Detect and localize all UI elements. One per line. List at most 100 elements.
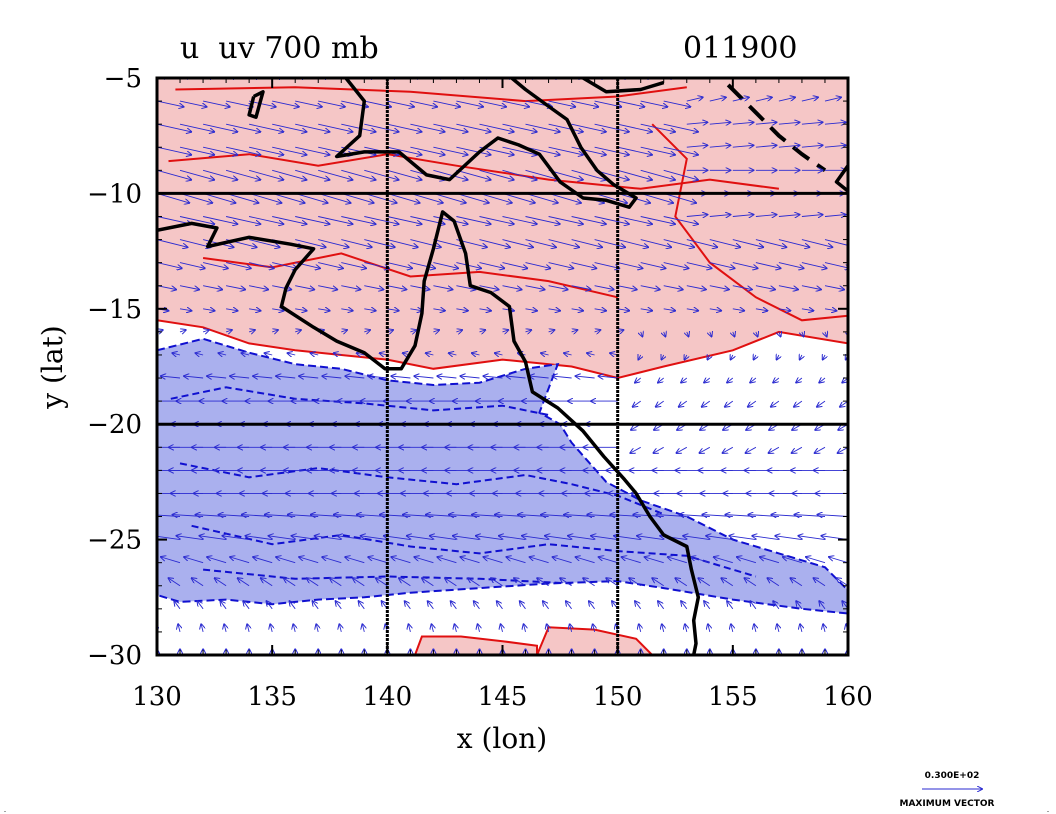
wind-vector [203,285,222,290]
wind-vector [571,330,578,332]
wind-vector [617,285,637,290]
wind-vector [525,192,558,203]
wind-vector [755,78,757,79]
wind-vector [796,378,803,383]
wind-vector [802,332,804,337]
wind-vector [456,285,475,290]
wind-vector [662,624,664,633]
wind-vector [311,353,319,355]
wind-vector [226,285,245,290]
wind-vector [249,146,283,155]
wind-vector [399,578,411,587]
wind-vector [410,100,437,107]
wind-vector [733,332,735,337]
wind-vector [570,624,572,633]
negative-contour-0 [170,386,549,416]
wind-vector [433,285,452,290]
wind-vector [247,624,249,633]
wind-vector [272,123,306,132]
wind-vector [594,192,627,203]
wind-vector [548,100,576,107]
wind-vector [433,262,458,269]
wind-vector [502,192,535,203]
wind-vector [248,169,283,180]
wind-vector [778,97,795,102]
wind-vector [502,239,533,248]
x-tick-label: 155 [708,682,758,712]
wind-vector [801,262,827,269]
wind-vector [157,516,158,517]
wind-vector [663,239,694,248]
wind-vector [479,239,510,248]
wind-vector [261,578,273,587]
wind-vector [773,601,780,610]
wind-vector [617,262,643,269]
wind-vector [594,262,620,269]
wind-vector [316,624,318,633]
wind-vector [433,123,467,132]
wind-vector [824,145,846,147]
wind-vector [663,309,675,311]
x-tick-label: 150 [593,682,643,712]
wind-vector [226,100,253,107]
wind-vector [295,216,329,225]
wind-vector [548,192,581,203]
wind-vector [179,146,214,155]
wind-vector [520,601,526,610]
wind-vector [755,309,767,311]
legend-vector-label: MAXIMUM VECTOR [899,799,994,809]
wind-vector [230,557,250,564]
wind-vector [525,169,560,180]
wind-vector [313,601,319,610]
coastline-australia [157,210,701,655]
wind-vector [479,285,499,290]
wind-vector [566,601,572,610]
wind-vector [157,100,184,107]
wind-vector [357,353,365,355]
wind-vector [455,624,457,633]
wind-vector [248,262,274,269]
wind-vector [479,123,514,132]
wind-vector [710,332,712,337]
wind-vector [824,122,846,124]
wind-vector [783,557,803,564]
wind-vector [587,353,595,355]
wind-vector [640,123,675,132]
positive-anomaly-region-south [413,635,538,655]
wind-vector [640,285,660,290]
wind-vector [686,309,698,311]
wind-vector [479,100,507,107]
wind-vector [662,355,664,360]
wind-vector [345,376,365,378]
wind-vector [157,585,158,586]
wind-vector [801,215,823,217]
wind-vector [362,624,364,633]
wind-vector [778,215,800,217]
wind-vector [502,100,530,107]
wind-vector [318,169,352,180]
wind-vector [750,601,757,610]
wind-vector [727,601,734,610]
positive-contour-1 [168,153,780,190]
wind-vector [265,353,273,355]
wind-vector [202,192,235,203]
wind-vector [295,100,322,107]
wind-vector [451,601,457,610]
wind-vector [341,309,352,311]
wind-vector [801,78,803,79]
y-tick-label: −10 [87,179,142,209]
wind-vector [686,145,708,147]
wind-vector [814,578,826,587]
wind-vector [172,353,181,355]
wind-vector [387,239,417,248]
wind-vector [640,309,652,311]
wind-vector [663,169,698,180]
wind-vector [732,97,749,102]
wind-vector [755,239,786,248]
wind-vector [663,216,698,225]
wind-vector [679,400,688,407]
wind-vector [685,355,687,360]
wind-vector [525,330,532,332]
wind-vector [272,146,306,155]
wind-vector [502,285,522,290]
